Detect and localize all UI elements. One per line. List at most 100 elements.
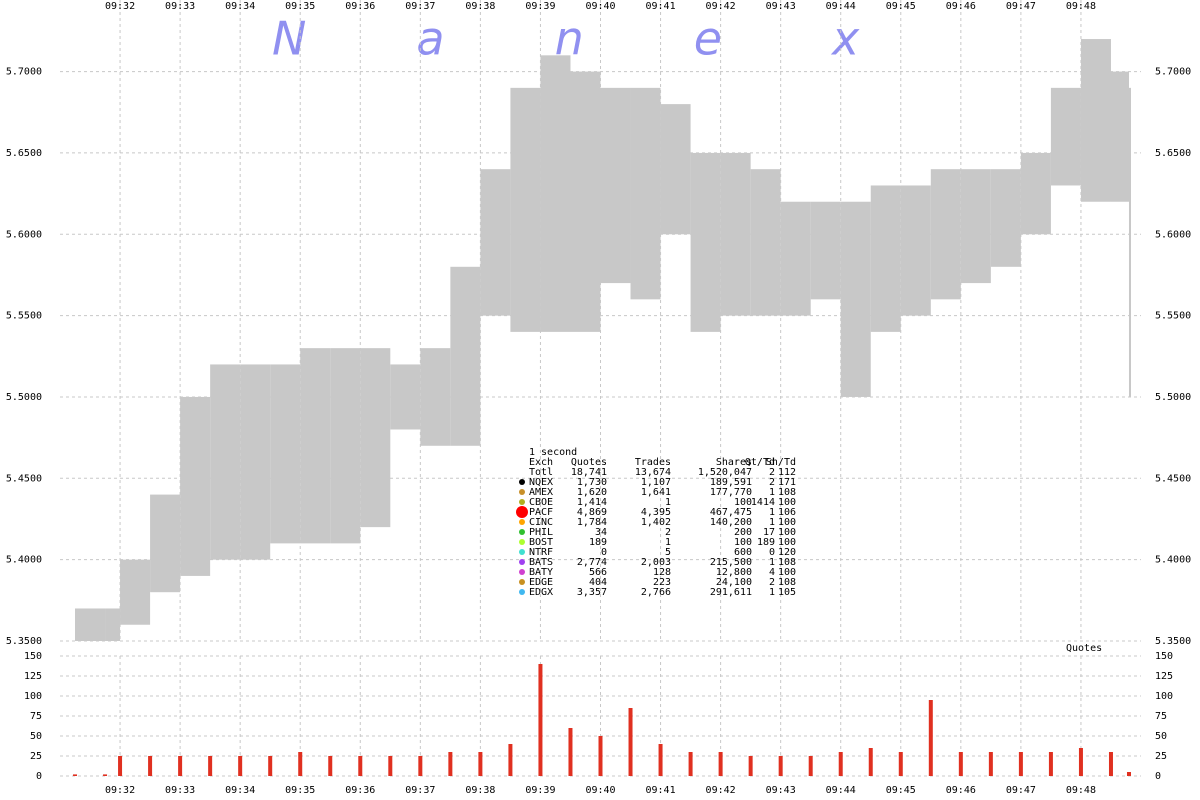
table-cell: 2,766 [641,587,671,598]
volume-bar [328,756,333,776]
y-tick-label-right: 75 [1155,711,1167,722]
price-range [1050,87,1081,186]
table-cell: 1 [665,497,671,508]
table-cell: 120 [778,547,796,558]
volume-bar [1108,752,1113,776]
price-range [720,152,751,316]
table-cell: 1 [769,587,775,598]
table-cell: 3,357 [577,587,607,598]
table-cell: 105 [778,587,796,598]
x-tick-label: 09:36 [345,785,375,796]
table-cell: 200 [734,527,752,538]
price-range [150,494,181,593]
y-tick-label: 5.5500 [6,311,42,322]
table-cell: BATY [529,567,553,578]
price-range [180,396,211,576]
volume-bar [178,756,183,776]
y-tick-label: 5.5000 [6,392,42,403]
table-header: Exch [529,457,553,468]
y-tick-label-right: 5.4000 [1155,555,1191,566]
table-header: Trades [635,457,671,468]
table-cell: 177,770 [710,487,752,498]
table-cell: 215,500 [710,557,752,568]
table-cell: PACF [529,507,553,518]
price-range [570,71,601,332]
table-cell: 13,674 [635,467,671,478]
y-tick-label: 150 [24,651,42,662]
table-header: Shares [716,457,752,468]
y-tick-label-right: 150 [1155,651,1173,662]
y-tick-label-right: 5.6000 [1155,229,1191,240]
volume-bar [238,756,243,776]
table-cell: CINC [529,517,553,528]
y-tick-label-right: 5.4500 [1155,473,1191,484]
watermark: Nanex [272,12,969,66]
table-cell: 2 [769,577,775,588]
volume-bar [838,752,843,776]
table-cell: 2,774 [577,557,607,568]
volume-bar [73,774,78,776]
y-tick-label-right: 125 [1155,671,1173,682]
volume-bar [448,752,453,776]
x-tick-label: 09:40 [585,785,615,796]
price-range [510,87,541,332]
x-tick-label-top: 09:32 [105,1,135,12]
legend-dot [519,529,525,535]
y-tick-label-right: 5.7000 [1155,67,1191,78]
table-cell: 0 [769,547,775,558]
price-range [990,169,1021,267]
table-cell: NTRF [529,547,553,558]
volume-bar [1048,752,1053,776]
table-cell: 106 [778,507,796,518]
table-header: Sh/Td [766,457,796,468]
table-cell: 1,107 [641,477,671,488]
table-cell: 108 [778,487,796,498]
x-tick-label: 09:35 [285,785,315,796]
x-tick-label-top: 09:37 [405,1,435,12]
volume-bar [103,774,108,776]
table-cell: 189,591 [710,477,752,488]
y-tick-label-right: 5.5000 [1155,392,1191,403]
x-tick-label: 09:37 [405,785,435,796]
table-cell: 100 [734,497,752,508]
table-cell: 4,395 [641,507,671,518]
y-tick-label: 50 [30,731,42,742]
table-cell: 140,200 [710,517,752,528]
price-range [660,104,691,235]
table-header: Quotes [571,457,607,468]
x-tick-label: 09:41 [646,785,676,796]
volume-bar [418,756,423,776]
volume-bar [898,752,903,776]
table-interval: 1 second [529,447,577,458]
volume-bar [148,756,153,776]
y-tick-label: 25 [30,751,42,762]
volume-bar [118,756,123,776]
price-range [1080,39,1111,202]
table-cell: 34 [595,527,607,538]
table-cell: 4,869 [577,507,607,518]
y-tick-label: 5.6500 [6,148,42,159]
x-tick-label-top: 09:33 [165,1,195,12]
price-range [360,348,391,528]
x-tick-label: 09:42 [706,785,736,796]
table-cell: 1414 [751,497,775,508]
table-cell: 189 [757,537,775,548]
price-range [120,559,151,625]
price-range [210,364,241,560]
x-tick-label-top: 09:43 [766,1,796,12]
table-cell: 1,520,047 [698,467,752,478]
price-range [780,201,811,316]
volume-bar [358,756,363,776]
table-cell: 108 [778,557,796,568]
price-range [900,185,931,316]
x-tick-label: 09:43 [766,785,796,796]
volume-bar [718,752,723,776]
x-tick-label: 09:44 [826,785,856,796]
table-cell: CBOE [529,497,553,508]
volume-bar [298,752,303,776]
price-range [390,364,421,430]
table-cell: Totl [529,467,553,478]
table-cell: 2 [769,467,775,478]
volume-bar [598,736,603,776]
